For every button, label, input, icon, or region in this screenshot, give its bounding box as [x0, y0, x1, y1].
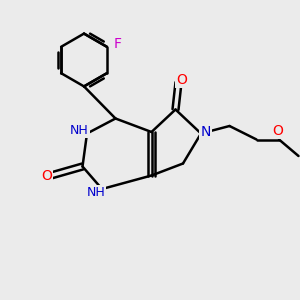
- Text: O: O: [176, 73, 187, 86]
- Text: O: O: [41, 169, 52, 182]
- Text: N: N: [200, 125, 211, 139]
- Text: NH: NH: [70, 124, 89, 137]
- Text: O: O: [272, 124, 283, 138]
- Text: F: F: [113, 37, 122, 51]
- Text: NH: NH: [87, 185, 105, 199]
